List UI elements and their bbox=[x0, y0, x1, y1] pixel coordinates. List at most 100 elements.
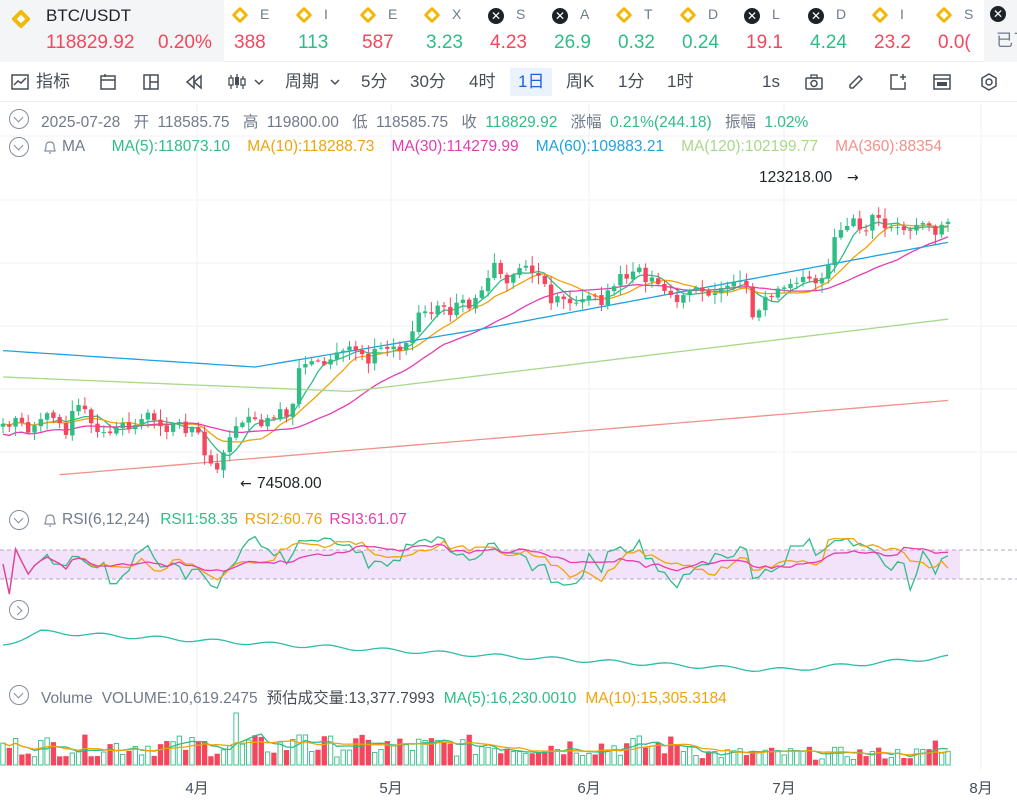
volume-bar bbox=[246, 739, 252, 766]
volume-bar bbox=[932, 740, 939, 766]
ticker-item[interactable]: T 0.32 bbox=[608, 0, 672, 62]
x-tick-label: 5月 bbox=[379, 780, 402, 797]
added-watchlist-button[interactable]: ✕ 已了 bbox=[984, 0, 1017, 62]
volume-bar bbox=[340, 749, 346, 766]
interval-week[interactable]: 周K bbox=[566, 72, 595, 91]
candlestick-type-icon[interactable] bbox=[226, 72, 246, 92]
expand-indicator-icon[interactable] bbox=[9, 600, 29, 620]
ticker-item[interactable]: E 388 bbox=[224, 0, 288, 62]
indicator-button[interactable]: 指标 bbox=[36, 72, 70, 91]
collapse-ma-icon[interactable] bbox=[9, 137, 29, 157]
ticker-item[interactable]: D 0.24 bbox=[672, 0, 736, 62]
camera-icon[interactable] bbox=[804, 72, 824, 92]
period-dropdown[interactable]: 周期 bbox=[285, 72, 319, 91]
rsi-legend-name[interactable]: RSI(6,12,24) bbox=[62, 511, 150, 528]
candle-body bbox=[630, 271, 636, 280]
ticker-item-symbol: L bbox=[772, 6, 780, 22]
collapse-rsi-icon[interactable] bbox=[9, 510, 29, 530]
volume-bar bbox=[668, 736, 674, 766]
interval-1d[interactable]: 1日 bbox=[510, 68, 553, 96]
candle-body bbox=[259, 419, 264, 427]
candle-body bbox=[674, 294, 680, 303]
candle-body bbox=[700, 287, 705, 292]
volume-bar bbox=[258, 736, 264, 766]
candle-body bbox=[215, 463, 220, 470]
add-drawing-icon[interactable] bbox=[888, 72, 908, 92]
candle-body bbox=[870, 214, 875, 231]
candle-body bbox=[668, 290, 673, 296]
interval-1h[interactable]: 1时 bbox=[667, 72, 694, 91]
layout-icon[interactable] bbox=[141, 72, 161, 92]
ticker-item-value: 3.23 bbox=[426, 32, 463, 53]
candle-body bbox=[737, 280, 743, 282]
ticker-item[interactable]: S 0.0( bbox=[928, 0, 992, 62]
ticker-item[interactable]: I 113 bbox=[288, 0, 352, 62]
volume-bar bbox=[208, 756, 214, 766]
candle-body bbox=[473, 297, 478, 309]
ticker-main-btc[interactable]: BTC/USDT 118829.92 0.20% bbox=[0, 0, 224, 62]
volume-bar bbox=[6, 747, 12, 766]
ticker-item[interactable]: ✕ D 4.24 bbox=[800, 0, 864, 62]
ohlc-date: 2025-07-28 bbox=[41, 114, 121, 131]
volume-bar bbox=[390, 744, 397, 766]
chevron-down-icon[interactable] bbox=[253, 72, 265, 92]
interval-4h[interactable]: 4时 bbox=[469, 72, 496, 91]
added-label: 已了 bbox=[996, 31, 1017, 50]
volume-bar bbox=[926, 749, 932, 766]
ticker-item[interactable]: I 23.2 bbox=[864, 0, 928, 62]
volume-bar bbox=[138, 754, 145, 766]
volume-bar bbox=[882, 758, 888, 766]
candle-body bbox=[44, 413, 50, 420]
volume-bar bbox=[120, 753, 126, 766]
interval-5m[interactable]: 5分 bbox=[361, 72, 388, 91]
ohlc-close: 118829.92 bbox=[485, 114, 558, 131]
volume-bar bbox=[529, 753, 535, 766]
candle-body bbox=[454, 302, 459, 316]
interval-1m[interactable]: 1分 bbox=[618, 72, 645, 91]
ticker-item[interactable]: E 587 bbox=[352, 0, 416, 62]
ticker-item[interactable]: X 3.23 bbox=[416, 0, 480, 62]
x-tick-label: 8月 bbox=[969, 780, 992, 797]
alert-bell-icon[interactable] bbox=[42, 512, 58, 528]
volume-bar bbox=[674, 744, 680, 766]
alert-bell-icon[interactable] bbox=[42, 139, 58, 155]
volume-bar bbox=[315, 749, 321, 766]
volume-bar bbox=[485, 746, 491, 766]
volume-bar bbox=[302, 734, 309, 766]
ticker-item[interactable]: ✕ L 19.1 bbox=[736, 0, 800, 62]
volume-bar bbox=[69, 752, 75, 766]
ticker-item[interactable]: ✕ S 4.23 bbox=[480, 0, 544, 62]
volume-bar bbox=[535, 752, 542, 766]
x-tick-label: 4月 bbox=[185, 780, 208, 797]
ma-legend-item: MA(60):109883.21 bbox=[535, 138, 665, 155]
candle-body bbox=[145, 412, 151, 420]
candles bbox=[0, 207, 951, 479]
refresh-interval[interactable]: 1s bbox=[762, 72, 780, 91]
collapse-ohlc-icon[interactable] bbox=[9, 109, 29, 129]
settings-hexagon-icon[interactable] bbox=[979, 72, 999, 92]
chart-settings-icon[interactable] bbox=[932, 72, 952, 92]
volume-bar bbox=[579, 754, 586, 766]
chevron-down-icon[interactable] bbox=[329, 72, 341, 92]
replay-icon[interactable] bbox=[184, 72, 204, 92]
ticker-item[interactable]: ✕ A 26.9 bbox=[544, 0, 608, 62]
indicator-chart-icon[interactable] bbox=[10, 72, 30, 92]
pencil-icon[interactable] bbox=[846, 72, 866, 92]
volume-bar bbox=[88, 756, 94, 766]
volume-legend-item: VOLUME:10,619.2475 bbox=[101, 690, 258, 707]
ma-legend-name[interactable]: MA bbox=[62, 138, 86, 155]
volume-bar bbox=[422, 740, 428, 766]
candle-body bbox=[126, 422, 132, 430]
volume-bar bbox=[813, 759, 819, 766]
candle-body bbox=[189, 427, 195, 433]
interval-30m[interactable]: 30分 bbox=[410, 72, 446, 91]
volume-ma5-line bbox=[2, 733, 949, 758]
volume-bar bbox=[346, 749, 353, 766]
calendar-icon[interactable] bbox=[98, 72, 118, 92]
candle-body bbox=[278, 409, 283, 420]
collapse-volume-icon[interactable] bbox=[9, 685, 29, 705]
candle-body bbox=[246, 416, 251, 423]
volume-bar bbox=[724, 749, 731, 766]
candle-body bbox=[782, 287, 787, 289]
